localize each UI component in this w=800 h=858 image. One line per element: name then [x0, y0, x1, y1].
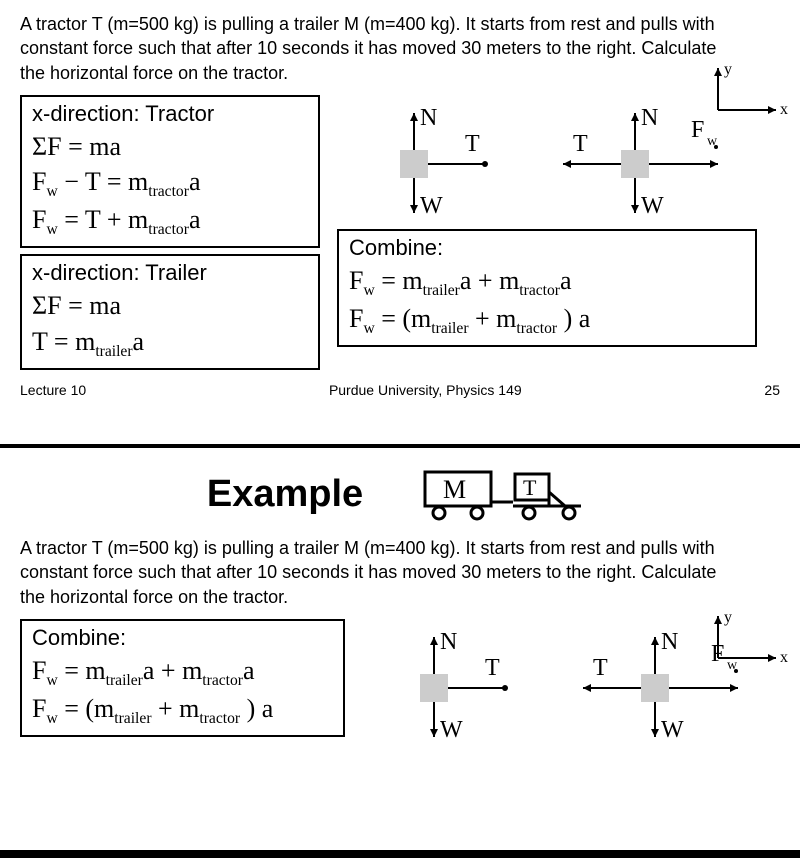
- eq-combine2-1: Fw = mtrailera + mtractora: [32, 653, 333, 691]
- eq-tractor-3: Fw = T + mtractora: [32, 202, 308, 240]
- footer-center: Purdue University, Physics 149: [329, 382, 522, 398]
- problem-text: A tractor T (m=500 kg) is pulling a trai…: [20, 12, 780, 85]
- svg-text:N: N: [641, 105, 658, 131]
- svg-text:x: x: [780, 649, 788, 666]
- box-trailer: x-direction: Trailer ΣF = ma T = mtraile…: [20, 254, 320, 369]
- tractor-trailer-icon: M T: [423, 466, 593, 522]
- svg-text:T: T: [465, 131, 480, 157]
- eq-combine-2: Fw = (mtrailer + mtractor ) a: [349, 301, 745, 339]
- box-tractor: x-direction: Tractor ΣF = ma Fw − T = mt…: [20, 95, 320, 249]
- svg-text:T: T: [573, 131, 588, 157]
- footer-right: 25: [764, 382, 780, 398]
- slide-2: Example M T A tractor T (m=500 kg) is pu…: [0, 448, 800, 854]
- svg-text:W: W: [440, 717, 463, 743]
- axis-y-label: y: [724, 61, 732, 78]
- box-combine-2: Combine: Fw = mtrailera + mtractora Fw =…: [20, 619, 345, 737]
- slide-title: Example: [207, 473, 363, 516]
- svg-text:M: M: [443, 475, 466, 504]
- svg-text:N: N: [661, 629, 678, 655]
- box-tractor-header: x-direction: Tractor: [32, 101, 308, 127]
- box-combine-header: Combine:: [349, 235, 745, 261]
- eq-trailer-2: T = mtrailera: [32, 324, 308, 362]
- axis-x-label: x: [780, 101, 788, 118]
- svg-text:y: y: [724, 609, 732, 626]
- box-combine-2-header: Combine:: [32, 625, 333, 651]
- svg-text:T: T: [485, 655, 500, 681]
- fbd-trailer-icon: N W T: [337, 95, 537, 225]
- slide-1: A tractor T (m=500 kg) is pulling a trai…: [0, 0, 800, 448]
- svg-text:W: W: [661, 717, 684, 743]
- eq-combine-1: Fw = mtrailera + mtractora: [349, 263, 745, 301]
- svg-text:T: T: [593, 655, 608, 681]
- box-trailer-header: x-direction: Trailer: [32, 260, 308, 286]
- axis-icon-2: x y: [698, 608, 788, 678]
- eq-tractor-2: Fw − T = mtractora: [32, 164, 308, 202]
- svg-text:N: N: [440, 629, 457, 655]
- svg-text:W: W: [420, 193, 443, 219]
- slide-footer: Lecture 10 Purdue University, Physics 14…: [20, 382, 780, 398]
- svg-text:W: W: [641, 193, 664, 219]
- problem-text-2: A tractor T (m=500 kg) is pulling a trai…: [20, 536, 780, 609]
- eq-combine2-2: Fw = (mtrailer + mtractor ) a: [32, 691, 333, 729]
- fbd-trailer-icon-2: N W T: [357, 619, 557, 749]
- eq-trailer-1: ΣF = ma: [32, 288, 308, 323]
- svg-text:N: N: [420, 105, 437, 131]
- svg-text:T: T: [523, 475, 537, 500]
- footer-left: Lecture 10: [20, 382, 86, 398]
- box-combine: Combine: Fw = mtrailera + mtractora Fw =…: [337, 229, 757, 347]
- eq-tractor-1: ΣF = ma: [32, 129, 308, 164]
- axis-icon: x y: [698, 60, 788, 130]
